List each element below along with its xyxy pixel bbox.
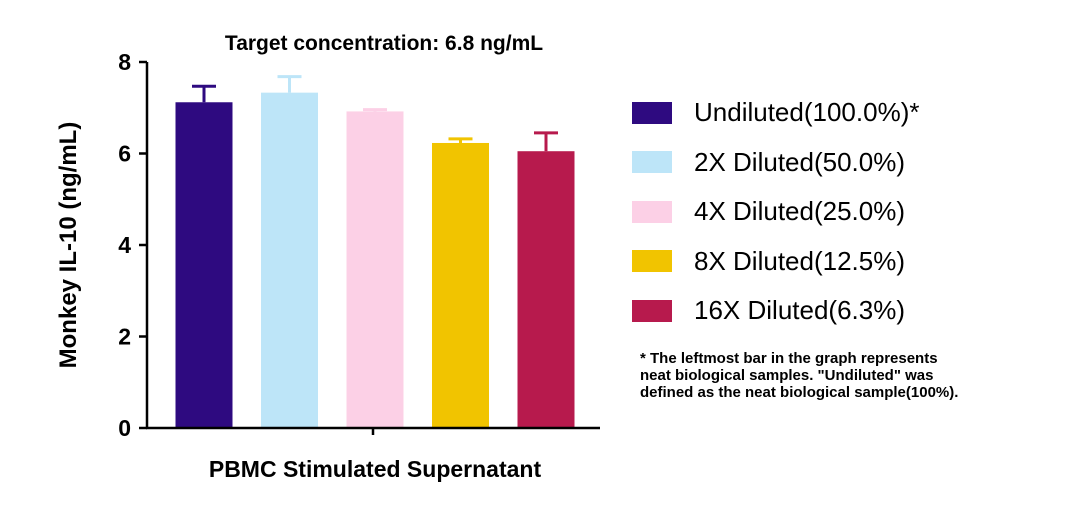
axes-group: 0 2 4 6 8 [118,49,600,441]
legend-label: Undiluted(100.0%)* [694,97,920,128]
bar [432,142,489,429]
legend-swatch [632,299,672,322]
bar [261,92,318,428]
legend-swatch [632,101,672,124]
y-tick-label: 4 [118,232,131,258]
bars-group [175,92,575,429]
legend-item: 8X Diluted(12.5%) [632,237,919,287]
legend-swatch [632,250,672,273]
legend-label: 16X Diluted(6.3%) [694,295,905,326]
y-tick-label: 8 [118,49,131,75]
legend-label: 2X Diluted(50.0%) [694,146,905,177]
legend-item: Undiluted(100.0%)* [632,88,919,138]
bar-chart: Target concentration: 6.8 ng/mL Monkey I… [55,32,600,482]
y-tick-label: 6 [118,141,131,167]
footnote-line: neat biological samples. "Undiluted" was [640,367,934,384]
bar [346,111,404,428]
legend-item: 16X Diluted(6.3%) [632,286,919,336]
y-tick-label: 0 [118,415,131,441]
footnote: * The leftmost bar in the graph represen… [640,350,1080,401]
legend-swatch [632,200,672,223]
legend-label: 8X Diluted(12.5%) [694,245,905,276]
footnote-line: * The leftmost bar in the graph represen… [640,350,938,367]
legend: Undiluted(100.0%)* 2X Diluted(50.0%) 4X Di… [632,88,919,336]
bar [517,151,575,428]
legend-label: 4X Diluted(25.0%) [694,196,905,227]
chart-title: Target concentration: 6.8 ng/mL [225,32,543,55]
x-axis-label: PBMC Stimulated Supernatant [209,456,542,482]
y-tick-label: 2 [118,324,131,350]
legend-item: 4X Diluted(25.0%) [632,187,919,237]
y-axis-label: Monkey IL-10 (ng/mL) [55,122,82,369]
error-bars-group [192,75,558,152]
footnote-line: defined as the neat biological sample(10… [640,384,959,401]
legend-item: 2X Diluted(50.0%) [632,138,919,188]
bar [175,102,233,428]
legend-swatch [632,151,672,174]
